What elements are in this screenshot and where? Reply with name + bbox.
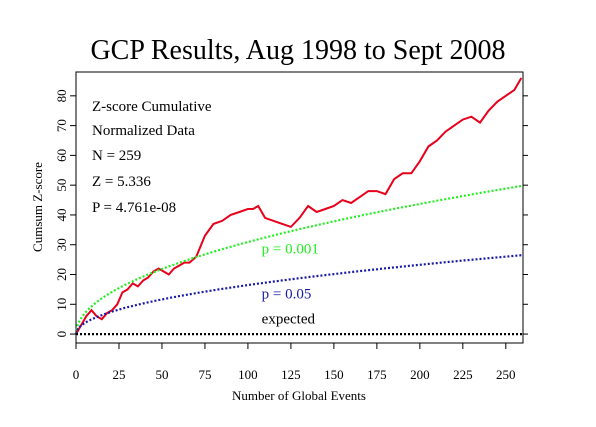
y-tick-label: 80 [54,89,69,102]
series-line-p-0-05 [74,254,524,335]
x-tick-label: 25 [112,367,125,382]
stat-line-4: Z = 5.336 [92,174,151,190]
x-axis-label: Number of Global Events [232,388,366,403]
x-tick-label: 50 [155,367,168,382]
y-tick-label: 60 [54,149,69,162]
series-line-p-0-001 [74,184,524,335]
y-axis-label: Cumsum Z-score [30,162,45,252]
series-label: p = 0.05 [262,286,312,302]
x-tick-label: 0 [73,367,80,382]
y-tick-label: 70 [54,119,69,132]
x-tick-label: 150 [324,367,344,382]
series-line-observed [75,77,523,335]
x-tick-label: 225 [453,367,473,382]
series-labels: p = 0.001 p = 0.05 expected [262,242,319,328]
y-tick-label: 20 [54,268,69,281]
y-tick-label: 30 [54,238,69,251]
stat-line-3: N = 259 [92,148,141,164]
series-label: expected [262,312,316,328]
y-axis: 0 10 20 30 40 50 60 70 80 [54,89,528,337]
chart-title: GCP Results, Aug 1998 to Sept 2008 [90,35,505,66]
series-layer [74,77,524,336]
y-tick-label: 40 [54,208,69,221]
stat-line-2: Normalized Data [92,123,195,139]
y-tick-label: 50 [54,179,69,192]
plot-frame [75,71,524,344]
y-tick-label: 10 [54,298,69,311]
stat-line-5: P = 4.761e-08 [92,200,176,216]
series-label: p = 0.001 [262,242,319,258]
x-tick-label: 100 [238,367,258,382]
stats-block: Z-score Cumulative Normalized Data N = 2… [92,99,212,216]
y-tick-label: 0 [54,331,69,338]
x-tick-label: 200 [410,367,430,382]
x-tick-label: 175 [367,367,387,382]
x-axis: 0 25 50 75 100 125 150 175 200 225 250 [73,343,516,382]
x-tick-label: 75 [198,367,211,382]
x-tick-label: 250 [496,367,516,382]
x-tick-label: 125 [281,367,301,382]
stat-line-1: Z-score Cumulative [92,99,212,115]
